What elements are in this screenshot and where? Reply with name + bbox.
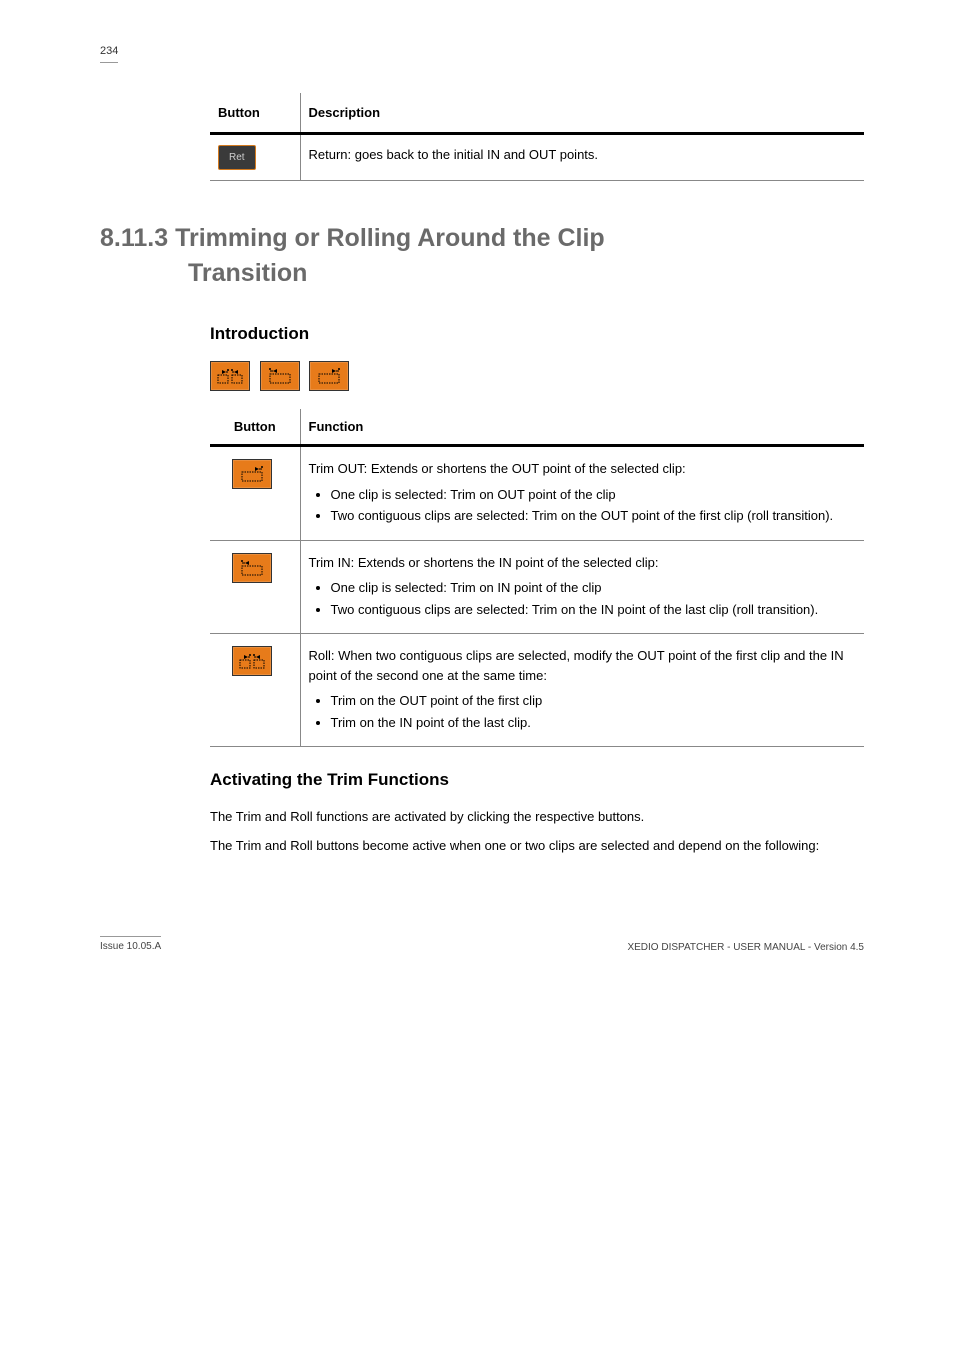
page-number: 234: [100, 43, 118, 63]
trim-in-icon: [260, 361, 300, 391]
section-title-line1: Trimming or Rolling Around the Clip: [175, 224, 605, 252]
ret-button[interactable]: Ret: [218, 145, 256, 170]
th2-function: Function: [300, 409, 864, 446]
function-table: Button Function Trim OUT: Extends or sho…: [210, 409, 864, 748]
list-item: One clip is selected: Trim on OUT point …: [331, 485, 857, 505]
section-number: 8.11.3: [100, 224, 168, 252]
roll-icon: [232, 646, 272, 676]
table-row: Trim IN: Extends or shortens the IN poin…: [210, 540, 864, 634]
list-item: Two contiguous clips are selected: Trim …: [331, 506, 857, 526]
footer-issue: Issue 10.05.A: [100, 936, 161, 954]
intro-icon-row: [210, 361, 864, 391]
th-button: Button: [210, 93, 300, 134]
row-lead: Roll: When two contiguous clips are sele…: [309, 646, 857, 685]
list-item: Trim on the IN point of the last clip.: [331, 713, 857, 733]
activating-p1: The Trim and Roll functions are activate…: [210, 807, 864, 827]
list-item: Two contiguous clips are selected: Trim …: [331, 600, 857, 620]
activating-heading: Activating the Trim Functions: [210, 767, 864, 793]
intro-heading: Introduction: [210, 321, 864, 347]
page-footer: Issue 10.05.A XEDIO DISPATCHER - USER MA…: [100, 936, 864, 955]
trim-out-icon: [309, 361, 349, 391]
trim-out-icon: [232, 459, 272, 489]
row-lead: Trim OUT: Extends or shortens the OUT po…: [309, 459, 857, 479]
roll-icon: [210, 361, 250, 391]
button-desc-table: Button Description Ret Return: goes back…: [210, 93, 864, 182]
activating-p2: The Trim and Roll buttons become active …: [210, 836, 864, 856]
list-item: One clip is selected: Trim on IN point o…: [331, 578, 857, 598]
section-heading: 8.11.3 Trimming or Rolling Around the Cl…: [100, 221, 864, 291]
ret-desc: Return: goes back to the initial IN and …: [300, 134, 864, 181]
row-lead: Trim IN: Extends or shortens the IN poin…: [309, 553, 857, 573]
ret-cell: Ret: [210, 134, 300, 181]
list-item: Trim on the OUT point of the first clip: [331, 691, 857, 711]
section-title-line2: Transition: [188, 256, 864, 291]
th-desc: Description: [300, 93, 864, 134]
footer-product: XEDIO DISPATCHER - USER MANUAL - Version…: [100, 940, 864, 955]
trim-in-icon: [232, 553, 272, 583]
th2-button: Button: [210, 409, 300, 446]
table-row: Trim OUT: Extends or shortens the OUT po…: [210, 446, 864, 541]
table-row: Roll: When two contiguous clips are sele…: [210, 634, 864, 747]
